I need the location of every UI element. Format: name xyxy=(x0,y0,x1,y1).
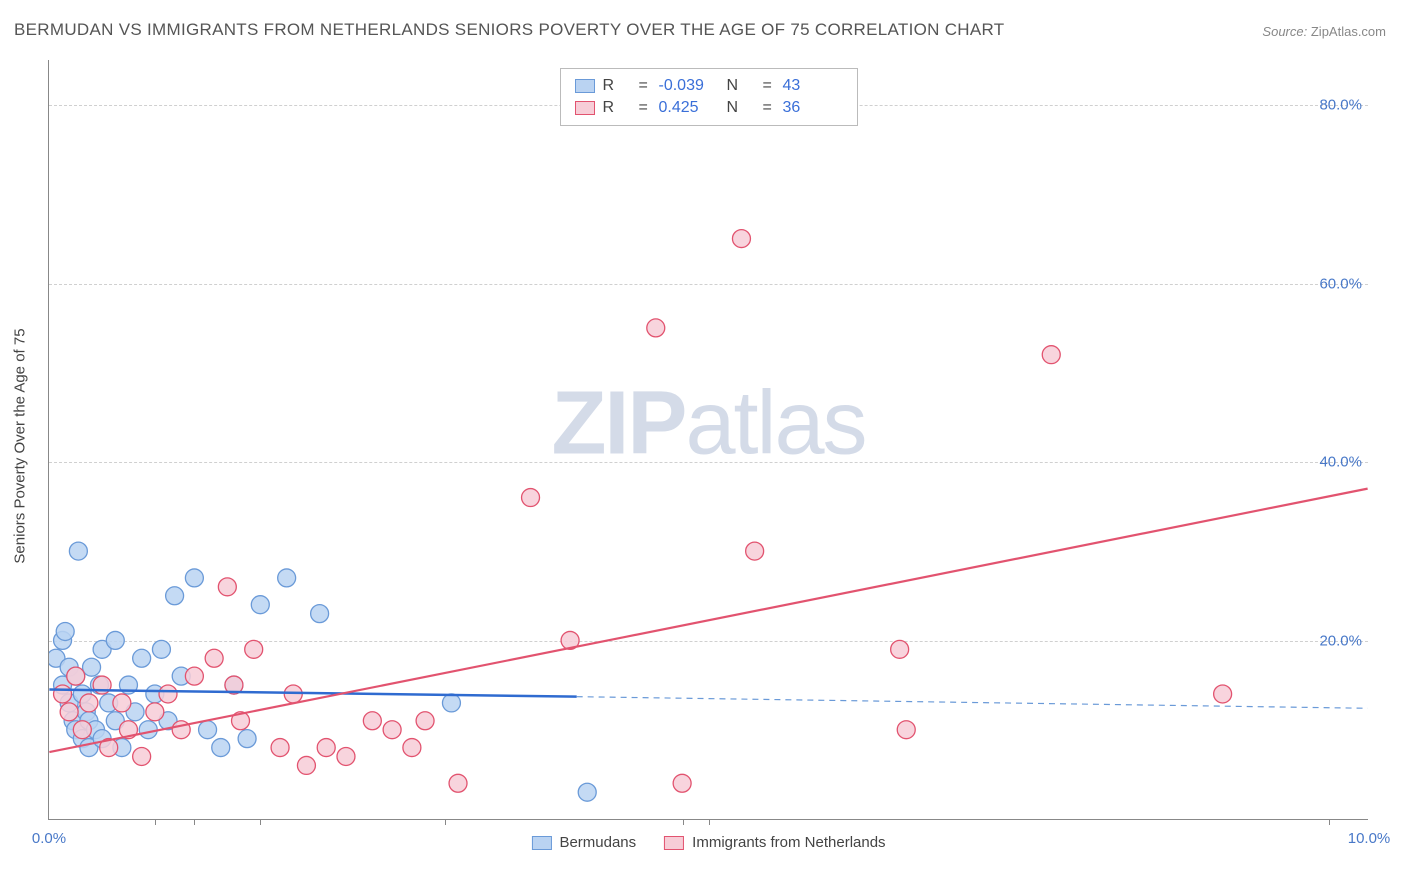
series-legend-label: Bermudans xyxy=(559,834,636,851)
legend-n-value: 36 xyxy=(783,97,843,119)
legend-swatch xyxy=(664,836,684,850)
legend-eq: = xyxy=(639,97,651,119)
x-tick-mark xyxy=(1329,819,1330,825)
x-tick-mark xyxy=(709,819,710,825)
series-legend-item: Immigrants from Netherlands xyxy=(664,834,885,851)
x-tick-mark xyxy=(260,819,261,825)
watermark-bold: ZIP xyxy=(551,374,685,474)
source-label: Source: xyxy=(1262,24,1307,39)
y-axis-label: Seniors Poverty Over the Age of 75 xyxy=(12,328,29,563)
legend-swatch xyxy=(575,79,595,93)
legend-swatch xyxy=(531,836,551,850)
series-legend: Bermudans Immigrants from Netherlands xyxy=(531,834,885,851)
legend-eq: = xyxy=(639,75,651,97)
gridline xyxy=(49,641,1368,642)
watermark-rest: atlas xyxy=(685,374,865,474)
legend-r-value: 0.425 xyxy=(659,97,719,119)
series-legend-label: Immigrants from Netherlands xyxy=(692,834,885,851)
y-tick-label: 20.0% xyxy=(1319,633,1362,650)
x-tick-label: 10.0% xyxy=(1348,830,1391,847)
y-tick-label: 60.0% xyxy=(1319,275,1362,292)
legend-row: R = 0.425 N = 36 xyxy=(575,97,843,119)
legend-n-label: N xyxy=(727,97,755,119)
x-tick-mark xyxy=(445,819,446,825)
y-tick-label: 40.0% xyxy=(1319,454,1362,471)
series-legend-item: Bermudans xyxy=(531,834,636,851)
gridline xyxy=(49,462,1368,463)
legend-n-label: N xyxy=(727,75,755,97)
y-tick-label: 80.0% xyxy=(1319,96,1362,113)
gridline xyxy=(49,284,1368,285)
scatter-svg xyxy=(49,60,1368,819)
correlation-legend: R = -0.039 N = 43 R = 0.425 N = 36 xyxy=(560,68,858,126)
legend-eq: = xyxy=(763,97,775,119)
legend-row: R = -0.039 N = 43 xyxy=(575,75,843,97)
legend-r-label: R xyxy=(603,97,631,119)
legend-swatch xyxy=(575,101,595,115)
watermark: ZIPatlas xyxy=(551,373,865,476)
legend-r-value: -0.039 xyxy=(659,75,719,97)
x-tick-mark xyxy=(683,819,684,825)
legend-n-value: 43 xyxy=(783,75,843,97)
legend-r-label: R xyxy=(603,75,631,97)
x-tick-label: 0.0% xyxy=(32,830,66,847)
chart-plot-area: ZIPatlas R = -0.039 N = 43 R = 0.425 N =… xyxy=(48,60,1368,820)
x-tick-mark xyxy=(155,819,156,825)
chart-title: BERMUDAN VS IMMIGRANTS FROM NETHERLANDS … xyxy=(14,20,1004,40)
source-value: ZipAtlas.com xyxy=(1311,24,1386,39)
legend-eq: = xyxy=(763,75,775,97)
source-credit: Source: ZipAtlas.com xyxy=(1262,24,1386,39)
x-tick-mark xyxy=(194,819,195,825)
